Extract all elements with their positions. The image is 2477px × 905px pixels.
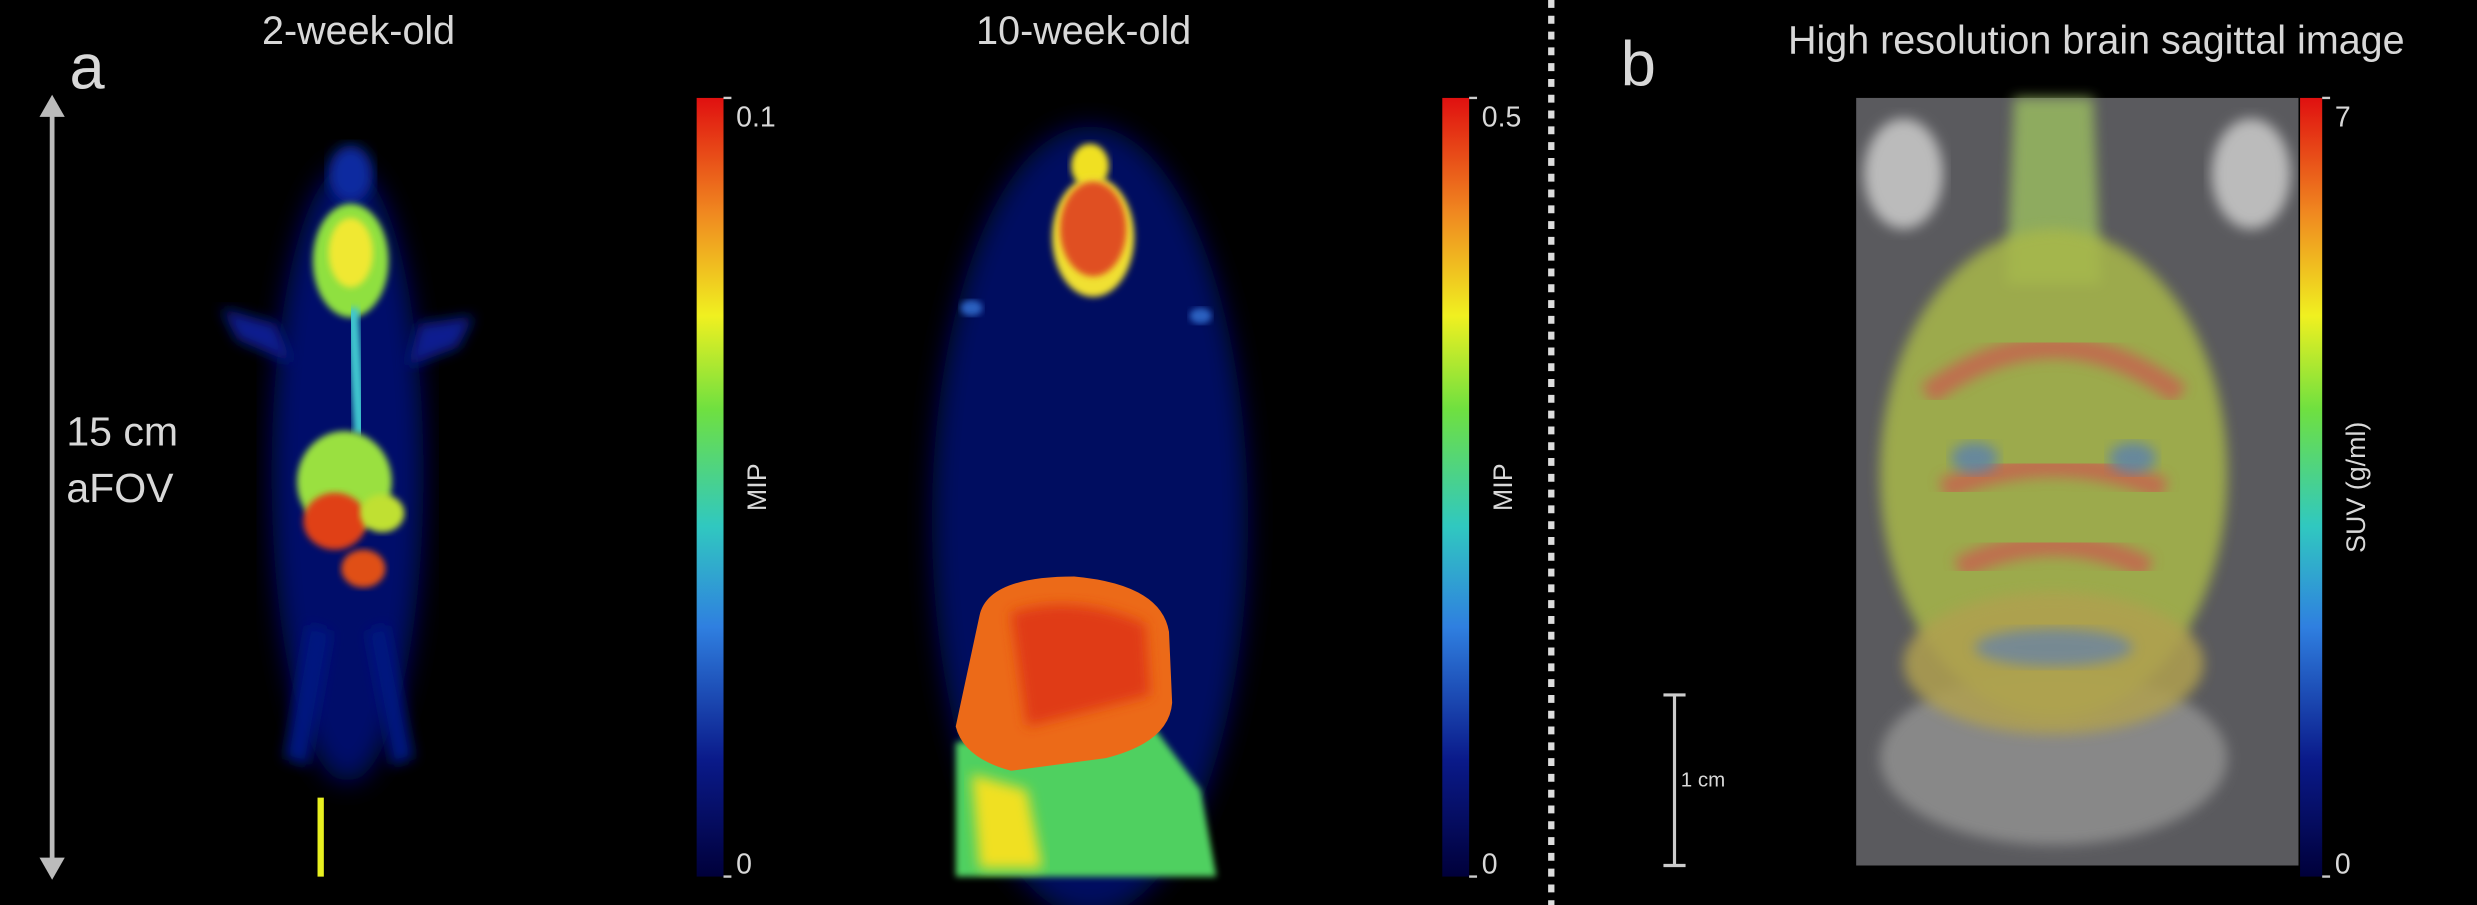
colorbar-tick-label: 7	[2335, 101, 2351, 133]
colorbar-tick-label: 0	[736, 848, 752, 880]
scale-bar-label: 1 cm	[1681, 769, 1725, 792]
colorbar	[2300, 97, 2323, 877]
fov-label: 15 cm	[66, 408, 178, 454]
brain-image	[1856, 97, 2299, 866]
colorbar-label: MIP	[742, 463, 772, 511]
image-title: High resolution brain sagittal image	[1788, 19, 2405, 63]
colorbar-label: MIP	[1488, 463, 1518, 511]
colorbar-tick-label: 0.1	[736, 101, 776, 133]
colorbar-label: SUV (g/ml)	[2341, 422, 2371, 553]
scale-bar	[1663, 693, 1686, 868]
colorbar-tick-label: 0	[2335, 848, 2351, 880]
pet-image-10-week	[932, 126, 1248, 905]
panel-label: b	[1621, 29, 1656, 99]
panel-label: a	[70, 32, 106, 102]
fov-arrow	[39, 94, 65, 880]
image-title: 10-week-old	[976, 9, 1191, 53]
colorbar	[696, 97, 724, 877]
pet-image-2-week	[221, 145, 474, 877]
fov-label: aFOV	[66, 465, 174, 511]
colorbar	[1442, 97, 1470, 877]
colorbar-tick-label: 0.5	[1482, 101, 1522, 133]
colorbar-tick-label: 0	[1482, 848, 1498, 880]
image-title: 2-week-old	[262, 9, 455, 53]
